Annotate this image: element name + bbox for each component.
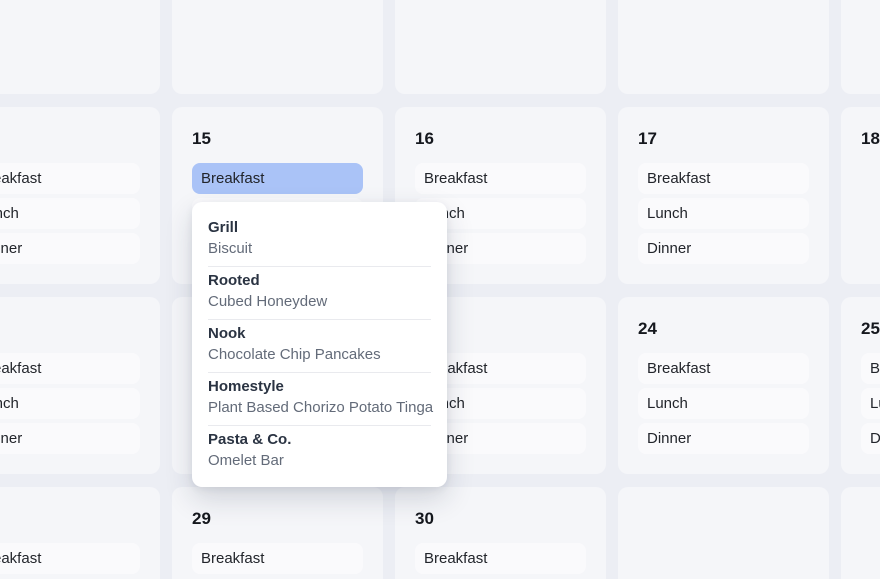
- day-cell: Breakfast Lunch Dinner: [0, 297, 160, 474]
- menu-item: Cubed Honeydew: [208, 293, 328, 310]
- day-number: 30: [415, 509, 434, 528]
- meal-pill[interactable]: Dinner: [638, 423, 809, 454]
- station-name: Homestyle: [208, 378, 284, 395]
- menu-section: Grill Biscuit: [208, 214, 431, 267]
- popover-sections: Grill Biscuit Rooted Cubed Honeydew Nook Choc…: [208, 214, 434, 475]
- meal-pill[interactable]: Dinner: [861, 423, 880, 454]
- day-cell: 17 Breakfast Lunch Dinner: [618, 107, 829, 284]
- meal-pill[interactable]: Dinner: [638, 233, 809, 264]
- meal-pill[interactable]: Breakfast: [861, 353, 880, 384]
- day-cell: [172, 0, 383, 94]
- meal-pill[interactable]: Breakfast: [0, 353, 140, 384]
- day-cell: 30 Breakfast: [395, 487, 606, 579]
- meal-pill[interactable]: Lunch: [0, 198, 140, 229]
- menu-popover: Grill Biscuit Rooted Cubed Honeydew Nook Choc…: [192, 202, 447, 487]
- meal-pill[interactable]: Breakfast: [192, 543, 363, 574]
- day-number: [638, 508, 809, 530]
- meal-pill[interactable]: Dinner: [0, 233, 140, 264]
- meal-pill[interactable]: Lunch: [0, 388, 140, 419]
- day-cell: [618, 0, 829, 94]
- station-name: Nook: [208, 325, 246, 342]
- meal-pill[interactable]: Breakfast: [0, 543, 140, 574]
- station-name: Grill: [208, 219, 239, 236]
- day-cell: Breakfast Lunch Dinner: [0, 107, 160, 284]
- day-number: [0, 318, 140, 340]
- day-cell: 24 Breakfast Lunch Dinner: [618, 297, 829, 474]
- menu-section: Homestyle Plant Based Chorizo Potato Ting…: [208, 373, 434, 426]
- menu-item: Omelet Bar: [208, 452, 284, 469]
- menu-item: Chocolate Chip Pancakes: [208, 346, 381, 363]
- meal-pill[interactable]: Breakfast: [415, 543, 586, 574]
- day-number: 15: [192, 129, 211, 148]
- menu-item: Plant Based Chorizo Potato Tinga: [208, 399, 434, 416]
- day-number: [0, 508, 140, 530]
- day-cell: Breakfast: [0, 487, 160, 579]
- day-cell: 25 Breakfast Lunch Dinner: [841, 297, 880, 474]
- day-number: 29: [192, 509, 211, 528]
- day-number: 16: [415, 129, 434, 148]
- meal-pill[interactable]: Lunch: [638, 198, 809, 229]
- day-cell: [618, 487, 829, 579]
- meal-pill[interactable]: Breakfast: [638, 163, 809, 194]
- meal-pill[interactable]: Breakfast: [0, 163, 140, 194]
- day-number: 18: [861, 129, 880, 148]
- day-cell: [0, 0, 160, 94]
- meal-pill[interactable]: Breakfast: [638, 353, 809, 384]
- station-name: Rooted: [208, 272, 260, 289]
- day-number: 24: [638, 319, 657, 338]
- day-cell: 29 Breakfast: [172, 487, 383, 579]
- day-number: [861, 508, 880, 530]
- meal-pill[interactable]: Lunch: [638, 388, 809, 419]
- meal-pill[interactable]: Breakfast: [415, 163, 586, 194]
- day-cell: [841, 487, 880, 579]
- day-number: 25: [861, 319, 880, 338]
- menu-item: Biscuit: [208, 240, 253, 257]
- meal-pill[interactable]: Dinner: [0, 423, 140, 454]
- day-number: [0, 128, 140, 150]
- menu-section: Rooted Cubed Honeydew: [208, 267, 431, 320]
- day-number: 17: [638, 129, 657, 148]
- menu-section: Pasta & Co. Omelet Bar: [208, 426, 431, 475]
- menu-section: Nook Chocolate Chip Pancakes: [208, 320, 431, 373]
- station-name: Pasta & Co.: [208, 431, 292, 448]
- day-cell: 18: [841, 107, 880, 284]
- meal-pill[interactable]: Lunch: [861, 388, 880, 419]
- day-cell: [395, 0, 606, 94]
- day-cell: [841, 0, 880, 94]
- meal-pill-selected[interactable]: Breakfast: [192, 163, 363, 194]
